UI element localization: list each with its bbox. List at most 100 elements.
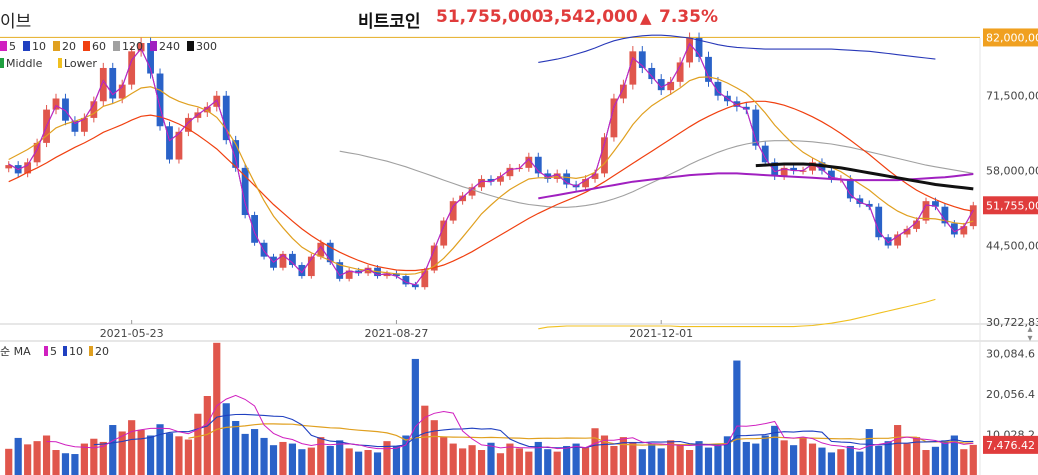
- candle-body: [941, 206, 949, 224]
- candle-body: [62, 98, 69, 121]
- volume-bar: [241, 433, 249, 475]
- volume-bar: [364, 450, 372, 475]
- candle-body: [260, 242, 268, 257]
- volume-bar: [156, 424, 164, 475]
- volume-bar: [638, 449, 646, 475]
- candle-body: [619, 84, 627, 99]
- candle-body: [903, 228, 911, 235]
- candle-body: [761, 145, 769, 163]
- candle-body: [676, 62, 684, 82]
- candle-body: [24, 162, 32, 174]
- ma-legend-label: 300: [196, 40, 217, 53]
- volume-axis-label: 20,056.4: [986, 388, 1035, 401]
- volume-bar: [619, 437, 627, 475]
- candle-body: [241, 167, 249, 216]
- candle-body: [317, 242, 325, 257]
- band-legend-label: Lower: [64, 57, 97, 70]
- ma-legend-swatch: [187, 41, 194, 51]
- ma5-line: [8, 42, 974, 286]
- candle-body: [657, 79, 665, 91]
- candle-body: [913, 220, 920, 229]
- volume-bar: [818, 447, 826, 475]
- candle-body: [156, 73, 164, 127]
- volume-bar: [581, 447, 590, 475]
- volume-bar: [336, 440, 344, 475]
- candle-body: [345, 270, 353, 279]
- volume-bar: [657, 448, 665, 475]
- volume-bar: [827, 452, 836, 475]
- volume-bar: [790, 445, 798, 475]
- volume-bar: [326, 445, 334, 475]
- candle-body: [846, 178, 854, 199]
- back-button[interactable]: 이브: [0, 12, 32, 32]
- volume-legend-title: 순 MA: [0, 345, 31, 358]
- candle-body: [430, 245, 438, 271]
- candle-body: [175, 131, 183, 160]
- candle-body: [969, 205, 977, 227]
- candle-body: [591, 173, 599, 179]
- volume-bar: [90, 438, 98, 475]
- ma120-line: [339, 140, 974, 208]
- candle-body: [922, 201, 930, 221]
- candle-body: [638, 51, 646, 68]
- volume-bar: [723, 436, 732, 475]
- coin-name: 비트코인: [358, 12, 421, 32]
- candle-body: [147, 43, 154, 74]
- candle-body: [705, 56, 712, 82]
- candle-body: [421, 270, 429, 288]
- x-tick-label: 2021-05-23: [100, 327, 164, 340]
- candle-body: [534, 156, 542, 174]
- price-axis-label: 44,500,00: [986, 240, 1038, 253]
- candle-body: [355, 270, 363, 274]
- volume-bar: [515, 448, 523, 475]
- volume-ma5-line: [46, 394, 974, 450]
- ma-legend-swatch: [83, 41, 90, 51]
- band-legend-swatch: [0, 58, 4, 68]
- volume-bar: [80, 443, 88, 475]
- candle-body: [629, 51, 637, 85]
- candle-body: [563, 173, 571, 185]
- candle-body: [440, 220, 448, 246]
- candle-body: [601, 137, 608, 174]
- candle-body: [695, 38, 703, 57]
- ma-legend-swatch: [113, 41, 120, 51]
- change-percent: 7.35%: [659, 7, 718, 27]
- candle-body: [326, 242, 334, 263]
- volume-bar: [667, 440, 675, 475]
- volume-bar: [250, 429, 259, 475]
- volume-ma20-line: [188, 423, 974, 446]
- current-volume-tag-label: 7,476.42: [986, 439, 1035, 452]
- ma-legend-label: 5: [9, 40, 16, 53]
- volume-bar: [430, 420, 438, 475]
- candle-body: [137, 43, 145, 52]
- volume-bar: [279, 441, 287, 475]
- volume-bar: [99, 441, 107, 475]
- candle-body: [497, 176, 504, 182]
- candle-body: [884, 237, 892, 246]
- candle-body: [232, 140, 240, 168]
- volume-bar: [24, 444, 32, 475]
- volume-bar: [676, 445, 684, 475]
- ma-legend-swatch: [53, 41, 60, 51]
- candle-body: [582, 178, 589, 188]
- volume-bar: [808, 443, 817, 475]
- volume-bar: [109, 425, 117, 475]
- candle-body: [686, 38, 693, 63]
- scroll-up-icon: ▴: [1027, 324, 1032, 335]
- candle-body: [828, 170, 835, 179]
- volume-bar: [33, 441, 41, 475]
- volume-bar: [903, 443, 911, 475]
- candle-body: [52, 98, 60, 110]
- candle-body: [118, 84, 126, 99]
- candle-body: [856, 198, 864, 204]
- volume-bar: [629, 441, 637, 475]
- ma-legend-label: 60: [92, 40, 106, 53]
- volume-bar: [317, 437, 325, 475]
- candle-body: [402, 276, 410, 285]
- volume-bar: [752, 443, 760, 475]
- candle-body: [128, 51, 136, 85]
- volume-bar: [865, 429, 873, 475]
- price-axis-label: 58,000,00: [986, 165, 1038, 178]
- volume-bar: [392, 445, 401, 475]
